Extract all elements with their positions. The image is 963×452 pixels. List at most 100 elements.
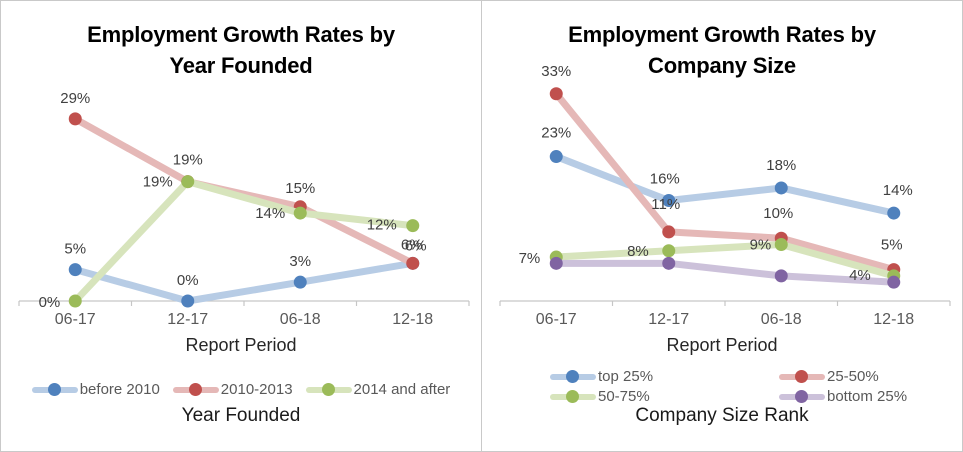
x-axis-title: Report Period [185,335,297,355]
data-point-2014-and-after [181,175,195,189]
data-point-25-50- [549,87,563,101]
data-point-2010-2013 [68,112,82,126]
legend-marker-dot [566,390,579,403]
x-tick-label: 06-17 [536,311,577,328]
data-label: 8% [627,243,649,260]
legend-item-2010-2013: 2010-2013 [172,381,293,398]
legend-item-50-75-: 50-75% [550,388,779,405]
data-point-bottom-25- [662,256,676,270]
data-label: 12% [367,217,397,234]
data-label: 16% [650,171,680,188]
series-line-50-75- [552,240,898,280]
data-label: 6% [405,237,427,254]
data-point-2014-and-after [293,206,307,220]
x-tick-label: 12-17 [648,311,689,328]
legend-line-swatch [779,390,825,403]
legend-line-swatch [172,383,219,396]
legend-company-size: top 25% 25-50% 50-75% bottom 25% [482,368,962,405]
x-tick-label: 12-17 [167,311,208,328]
legend-item-before-2010: before 2010 [31,381,160,398]
chart-title-line: Year Founded [169,53,313,78]
data-point-50-75- [662,244,676,258]
legend-label: 25-50% [827,368,879,385]
chart-title-line: Employment Growth Rates by [87,22,395,47]
data-label: 14% [883,182,913,199]
legend-line-swatch [550,390,596,403]
data-label: 23% [541,125,571,142]
data-label: 5% [64,241,86,258]
data-point-2010-2013 [406,256,420,270]
series-line-25-50- [552,90,898,274]
legend-line-swatch [550,370,596,383]
legend-item-2014-and-after: 2014 and after [305,381,451,398]
line-chart-company-size: 06-17 12-17 06-18 12-18 23% 16% 18% 14% 33% 11% 10… [499,63,951,328]
data-label: 9% [750,236,772,253]
panel-year-founded: Employment Growth Rates by Year Founded … [1,1,481,451]
data-label: 0% [177,272,199,289]
data-point-2014-and-after [406,219,420,233]
x-tick-label: 06-18 [761,311,802,328]
data-point-25-50- [662,225,676,239]
data-label: 19% [143,174,173,191]
data-point-top-25- [774,181,788,195]
data-point-bottom-25- [774,269,788,283]
legend-label: 50-75% [598,388,650,405]
legend-label: top 25% [598,368,654,385]
series-line-2014-and-after [71,178,417,305]
series-line-top-25- [552,153,898,217]
legend-marker-dot [47,383,61,396]
x-tick-label: 06-18 [280,311,321,328]
line-chart-year-founded: 06-17 12-17 06-18 12-18 5% 0% 3% 6% 29% 19% 15% 6% 0… [18,90,470,328]
legend-item-bottom-25-: bottom 25% [779,388,907,405]
data-point-top-25- [662,194,676,208]
x-tick-label: 12-18 [873,311,914,328]
chart-title-line: Company Size [648,53,796,78]
data-label: 19% [173,152,203,169]
legend-group-title: Year Founded [181,405,301,426]
data-point-bottom-25- [887,275,901,289]
data-point-before-2010 [68,263,82,277]
data-label: 15% [285,180,315,197]
data-label: 4% [849,267,871,284]
data-point-2014-and-after [68,294,82,308]
legend-marker-dot [188,383,202,396]
legend-item-top-25-: top 25% [550,368,779,385]
x-axis-title: Report Period [666,335,778,355]
legend-label: 2010-2013 [220,381,293,398]
series-line-2010-2013 [71,115,417,267]
panel-company-size: Employment Growth Rates by Company Size … [481,1,962,451]
data-point-before-2010 [181,294,195,308]
data-label: 10% [763,205,793,222]
legend-line-swatch [779,370,825,383]
x-tick-label: 06-17 [55,311,96,328]
x-tick-label: 12-18 [392,311,433,328]
legend-year-founded: before 2010 2010-2013 2014 and after [1,381,481,398]
data-label: 18% [766,157,796,174]
chart-title-company-size: Employment Growth Rates by Company Size [482,19,962,81]
legend-marker-dot [795,390,808,403]
data-point-top-25- [887,206,901,220]
data-label: 0% [39,294,61,311]
legend-label: 2014 and after [353,381,451,398]
data-label: 14% [255,205,285,222]
legend-marker-dot [321,383,335,396]
data-point-bottom-25- [549,256,563,270]
legend-line-swatch [31,383,78,396]
legend-marker-dot [566,370,579,383]
legend-marker-dot [795,370,808,383]
data-label: 5% [881,237,903,254]
legend-item-25-50-: 25-50% [779,368,907,385]
series-line-before-2010 [71,259,417,305]
data-label: 29% [60,90,90,107]
chart-title-line: Employment Growth Rates by [568,22,876,47]
data-point-50-75- [774,237,788,251]
legend-label: bottom 25% [827,388,908,405]
data-label: 11% [651,196,680,213]
data-point-top-25- [549,150,563,164]
series-line-bottom-25- [552,259,898,286]
data-label: 7% [519,250,541,267]
legend-label: before 2010 [79,381,160,398]
legend-line-swatch [305,383,352,396]
chart-title-year-founded: Employment Growth Rates by Year Founded [1,19,481,81]
